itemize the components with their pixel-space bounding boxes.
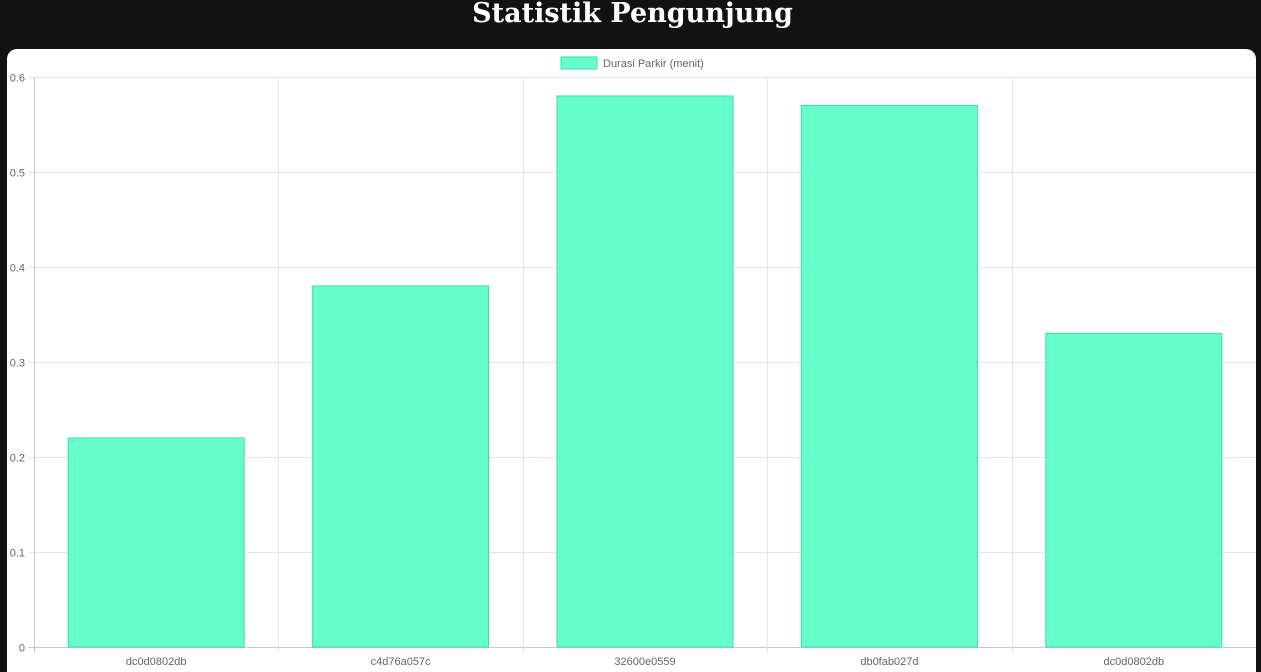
x-tick-label: db0fab027d <box>860 656 918 668</box>
bar-4[interactable] <box>800 105 978 648</box>
x-tick-label: 32600e0559 <box>614 656 675 668</box>
bar-5[interactable] <box>1045 333 1223 648</box>
axis-layer: 0 0.1 0.2 0.3 0.4 0.5 0.6 dc0d0802db c4d76a057c 3… <box>10 73 1164 669</box>
y-tick-label: 0.6 <box>10 73 25 85</box>
y-tick-label: 0.3 <box>10 358 25 370</box>
bars-layer <box>67 95 1223 648</box>
bar-3[interactable] <box>556 95 734 648</box>
y-tick-label: 0.1 <box>10 548 25 560</box>
legend-label[interactable]: Durasi Parkir (menit) <box>603 58 704 70</box>
bar-chart: 0 0.1 0.2 0.3 0.4 0.5 0.6 dc0d0802db c4d76a057c 3… <box>10 56 1256 669</box>
x-tick-label: dc0d0802db <box>126 656 187 668</box>
y-tick-label: 0 <box>19 643 25 655</box>
page-title: Statistik Pengunjung <box>472 0 793 29</box>
bar-2[interactable] <box>312 285 490 648</box>
x-tick-label: dc0d0802db <box>1104 656 1165 668</box>
bar-1[interactable] <box>67 437 245 648</box>
legend[interactable]: Durasi Parkir (menit) <box>560 56 704 70</box>
y-tick-label: 0.4 <box>10 263 25 275</box>
y-tick-label: 0.5 <box>10 168 25 180</box>
chart-card: 0 0.1 0.2 0.3 0.4 0.5 0.6 dc0d0802db c4d76a057c 3… <box>7 49 1256 672</box>
x-tick-label: c4d76a057c <box>371 656 431 668</box>
y-tick-label: 0.2 <box>10 453 25 465</box>
legend-swatch[interactable] <box>560 56 598 70</box>
